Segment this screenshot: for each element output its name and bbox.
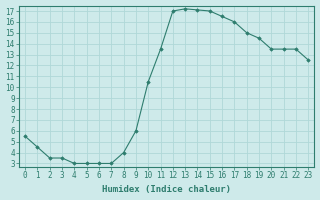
X-axis label: Humidex (Indice chaleur): Humidex (Indice chaleur) [102,185,231,194]
